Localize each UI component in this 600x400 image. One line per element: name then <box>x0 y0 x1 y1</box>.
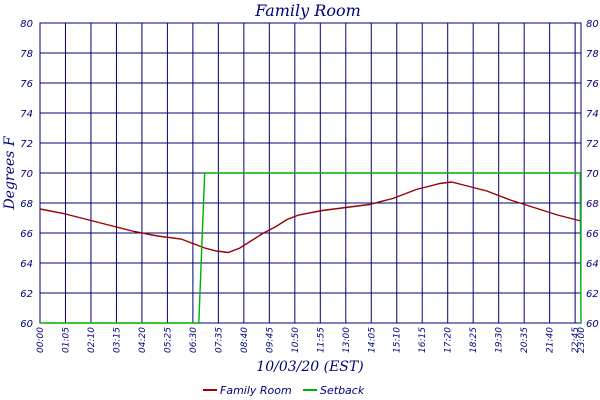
y-tick-label-right: 68 <box>586 199 599 210</box>
x-tick-label: 23:00 <box>577 327 587 353</box>
y-tick-label-left: 72 <box>20 139 33 150</box>
x-tick-label: 06:30 <box>189 327 199 353</box>
x-tick-label: 05:25 <box>163 327 173 353</box>
y-tick-label-left: 66 <box>20 229 33 240</box>
x-tick-label: 04:20 <box>138 327 148 353</box>
y-axis-label: Degrees F <box>2 135 18 210</box>
legend-label-family-room: Family Room <box>220 384 292 397</box>
y-tick-label-left: 62 <box>20 289 33 300</box>
x-tick-label: 18:25 <box>469 327 479 353</box>
y-tick-label-left: 80 <box>20 19 33 30</box>
x-tick-label: 00:00 <box>36 327 46 353</box>
y-tick-label-right: 76 <box>586 79 599 90</box>
y-tick-label-left: 68 <box>20 199 33 210</box>
y-tick-label-left: 70 <box>20 169 33 180</box>
y-tick-label-right: 70 <box>586 169 599 180</box>
y-tick-labels: 60 60 62 62 64 64 66 66 68 68 70 70 72 72 74 74 76 76 78 78… <box>20 19 598 330</box>
series-layer <box>39 172 582 324</box>
x-tick-label: 02:10 <box>87 327 97 353</box>
x-tick-label: 22:45 <box>571 327 581 353</box>
x-tick-label: 15:10 <box>393 327 403 353</box>
x-tick-label: 20:35 <box>520 327 530 353</box>
y-tick-label-right: 62 <box>586 289 599 300</box>
x-tick-labels: 00:00 01:05 02:10 03:15 04:20 05:25 06:30 07:35… <box>36 327 587 353</box>
series-line-family-room <box>39 181 582 254</box>
y-tick-label-left: 60 <box>20 319 33 330</box>
x-tick-label: 08:40 <box>240 327 250 353</box>
y-tick-label-right: 74 <box>586 109 599 120</box>
y-tick-label-left: 78 <box>20 49 33 60</box>
x-tick-label: 11:55 <box>316 327 326 353</box>
y-tick-label-left: 76 <box>20 79 33 90</box>
y-tick-label-right: 78 <box>586 49 599 60</box>
y-tick-label-left: 74 <box>20 109 33 120</box>
legend-label-setback: Setback <box>320 384 365 397</box>
x-tick-label: 16:15 <box>418 327 428 353</box>
plot-frame <box>39 22 582 324</box>
x-tick-label: 21:40 <box>546 327 556 353</box>
x-tick-label: 10:50 <box>291 327 301 353</box>
x-tick-label: 03:15 <box>112 327 122 353</box>
x-tick-label: 13:00 <box>342 327 352 353</box>
x-tick-label: 09:45 <box>265 327 275 353</box>
y-tick-label-right: 64 <box>586 259 599 270</box>
x-tick-label: 07:35 <box>214 327 224 353</box>
x-tick-label: 14:05 <box>367 327 377 353</box>
y-tick-label-left: 64 <box>20 259 33 270</box>
x-tick-label: 19:30 <box>495 327 505 353</box>
x-tick-label: 17:20 <box>444 327 454 353</box>
y-tick-label-right: 60 <box>586 319 599 330</box>
x-axis-label: 10/03/20 (EST) <box>256 359 363 375</box>
y-tick-label-right: 80 <box>586 19 599 30</box>
chart-title: Family Room <box>254 1 361 20</box>
series-line-setback <box>40 172 582 324</box>
legend: Family Room Setback <box>203 384 365 397</box>
y-tick-label-right: 72 <box>586 139 599 150</box>
y-tick-label-right: 66 <box>586 229 599 240</box>
x-tick-label: 01:05 <box>61 327 71 353</box>
